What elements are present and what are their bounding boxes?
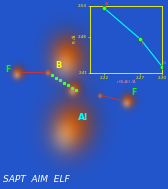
X-axis label: r(B,Al) /Å: r(B,Al) /Å (117, 80, 135, 84)
Text: B: B (55, 61, 61, 70)
Text: F: F (5, 65, 10, 74)
Point (161, 65, 163, 68)
Point (139, 38, 142, 41)
Text: Al: Al (105, 2, 109, 6)
Y-axis label: R /Å: R /Å (73, 35, 77, 43)
Text: F: F (131, 88, 136, 97)
Text: G: G (163, 61, 166, 65)
Point (103, 7, 106, 10)
Text: F: F (141, 42, 143, 46)
Text: Al: Al (78, 113, 88, 122)
Text: SAPT  AIM  ELF: SAPT AIM ELF (3, 175, 70, 184)
